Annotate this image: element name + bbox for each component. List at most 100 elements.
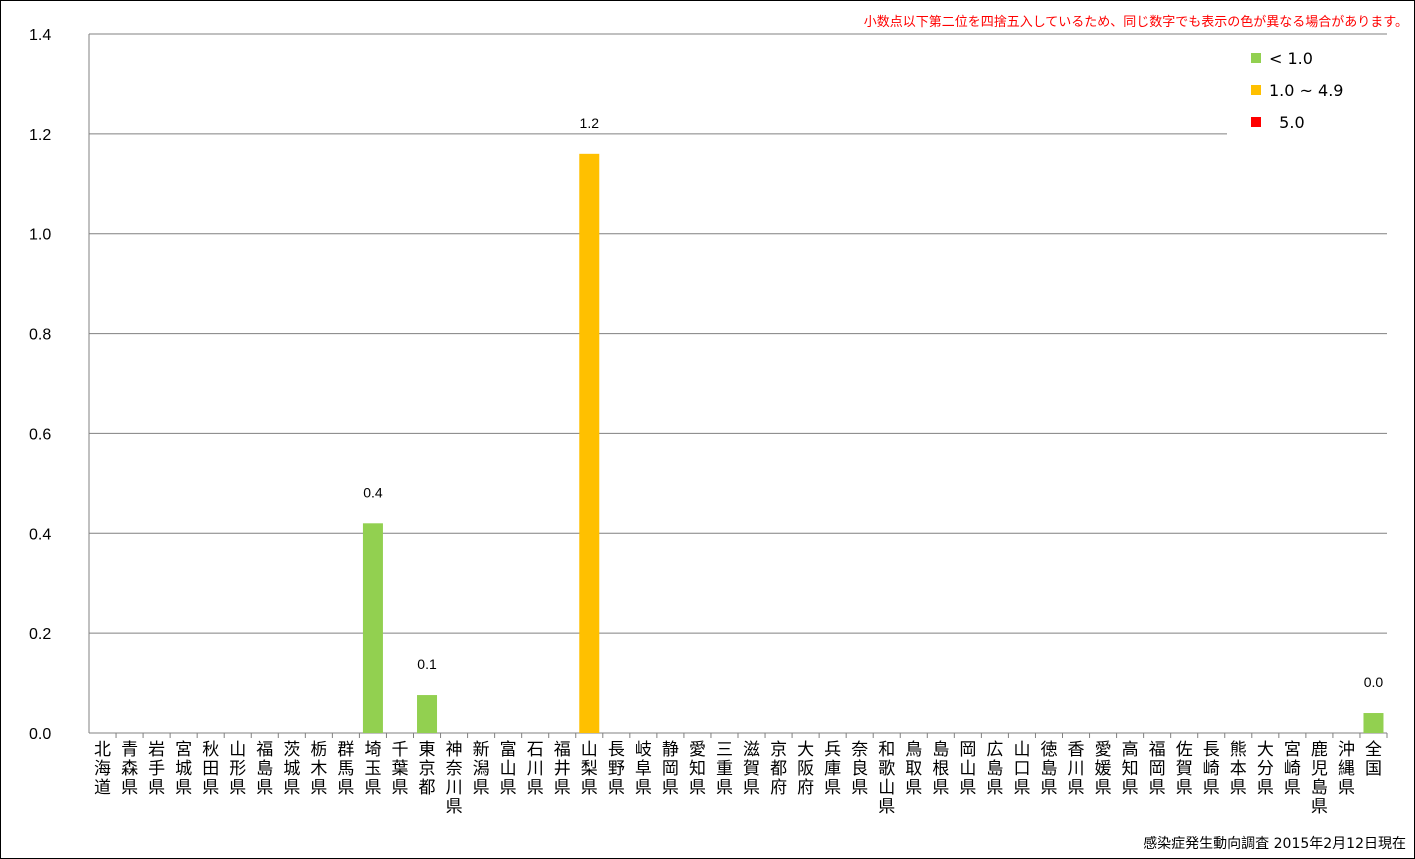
x-tick-label: 島 [932, 740, 949, 760]
x-tick-label: 茨 [283, 740, 300, 760]
x-tick-label: 根 [932, 759, 949, 779]
x-tick-label: 県 [824, 778, 841, 798]
x-tick-label: 田 [202, 759, 219, 779]
x-tick-label: 県 [473, 778, 490, 798]
legend-item-low: < 1.0 [1251, 47, 1313, 69]
legend-label-low: < 1.0 [1269, 48, 1313, 68]
bar [417, 695, 438, 733]
x-tick-label: 県 [743, 778, 760, 798]
legend-item-mid: 1.0 ~ 4.9 [1251, 79, 1343, 101]
x-tick-label: 岐 [635, 740, 652, 760]
x-tick-label: 本 [1230, 759, 1247, 779]
x-tick-label: 岡 [1149, 759, 1166, 779]
x-tick-label: 県 [959, 778, 976, 798]
x-tick-label: 埼 [364, 740, 381, 760]
x-tick-label: 知 [1122, 759, 1139, 779]
x-tick-label: 県 [1176, 778, 1193, 798]
x-tick-label: 県 [337, 778, 354, 798]
x-tick-label: 岩 [148, 740, 165, 760]
x-tick-label: 三 [716, 740, 733, 760]
x-tick-label: 県 [554, 778, 571, 798]
x-tick-label: 石 [527, 740, 544, 760]
y-tick-label: 1.4 [29, 27, 51, 44]
x-tick-label: 県 [500, 778, 517, 798]
x-tick-label: 山 [229, 740, 246, 760]
x-tick-label: 神 [446, 740, 463, 760]
rounding-note: 小数点以下第二位を四捨五入しているため、同じ数字でも表示の色が異なる場合がありま… [863, 15, 1408, 30]
x-tick-label: 手 [148, 759, 165, 779]
x-tick-label: 島 [1040, 759, 1057, 779]
x-tick-label: 府 [797, 778, 814, 798]
x-tick-label: 県 [229, 778, 246, 798]
x-tick-label: 県 [1284, 778, 1301, 798]
x-tick-label: 千 [391, 740, 408, 760]
x-tick-label: 沖 [1338, 740, 1355, 760]
x-tick-label: 山 [878, 778, 895, 798]
x-tick-label: 兵 [824, 740, 841, 760]
x-tick-label: 和 [878, 740, 895, 760]
y-tick-label: 0.8 [29, 327, 51, 344]
x-tick-label: 崎 [1203, 759, 1220, 779]
x-tick-label: 県 [851, 778, 868, 798]
bar [579, 153, 600, 734]
bar [1363, 713, 1384, 733]
x-tick-label: 県 [1013, 778, 1030, 798]
x-tick-label: 県 [1203, 778, 1220, 798]
x-tick-label: 北 [94, 740, 111, 760]
x-tick-label: 全 [1365, 740, 1382, 760]
x-tick-label: 秋 [202, 740, 219, 760]
legend-label-high: 5.0 [1269, 112, 1305, 132]
x-tick-label: 阪 [797, 759, 814, 779]
x-tick-label: 岡 [959, 740, 976, 760]
x-tick-label: 県 [878, 797, 895, 817]
x-tick-label: 静 [662, 740, 679, 760]
x-tick-label: 海 [94, 759, 111, 779]
x-tick-label: 県 [1149, 778, 1166, 798]
y-tick-label: 1.2 [29, 127, 51, 144]
x-tick-label: 奈 [851, 740, 868, 760]
legend: < 1.0 1.0 ~ 4.9 5.0 [1227, 39, 1392, 139]
x-tick-label: 分 [1257, 759, 1274, 779]
x-tick-label: 県 [283, 778, 300, 798]
x-tick-label: 栃 [310, 740, 327, 760]
x-tick-label: 川 [446, 778, 463, 798]
x-tick-label: 県 [391, 778, 408, 798]
legend-item-high: 5.0 [1251, 111, 1305, 133]
x-tick-label: 県 [148, 778, 165, 798]
x-tick-label: 崎 [1284, 759, 1301, 779]
x-tick-label: 県 [689, 778, 706, 798]
x-tick-label: 県 [121, 778, 138, 798]
source-note: 感染症発生動向調査 2015年2月12日現在 [1143, 836, 1406, 852]
x-tick-label: 木 [310, 759, 327, 779]
x-tick-label: 森 [121, 759, 138, 779]
x-tick-label: 井 [554, 759, 571, 779]
x-tick-label: 島 [1311, 778, 1328, 798]
x-tick-label: 県 [1311, 797, 1328, 817]
x-tick-label: 県 [716, 778, 733, 798]
x-tick-label: 香 [1068, 740, 1085, 760]
x-tick-label: 福 [554, 740, 571, 760]
x-tick-label: 徳 [1040, 740, 1057, 760]
y-tick-label: 0.6 [29, 426, 51, 443]
x-tick-label: 県 [1230, 778, 1247, 798]
x-tick-label: 馬 [337, 759, 354, 779]
x-tick-label: 潟 [473, 759, 490, 779]
x-tick-label: 高 [1122, 740, 1139, 760]
x-tick-label: 葉 [391, 759, 408, 779]
x-tick-label: 川 [527, 759, 544, 779]
x-tick-label: 鳥 [905, 740, 922, 760]
x-tick-label: 県 [175, 778, 192, 798]
x-tick-label: 山 [581, 740, 598, 760]
x-tick-label: 県 [635, 778, 652, 798]
x-tick-label: 県 [256, 778, 273, 798]
data-label: 0.0 [1364, 674, 1384, 690]
x-tick-label: 山 [500, 759, 517, 779]
x-tick-label: 佐 [1176, 740, 1193, 760]
x-tick-label: 山 [1013, 740, 1030, 760]
x-tick-label: 広 [986, 740, 1003, 760]
y-tick-label: 1.0 [29, 227, 51, 244]
x-tick-label: 縄 [1338, 759, 1355, 779]
x-tick-label: 島 [256, 759, 273, 779]
x-tick-label: 城 [283, 759, 300, 779]
x-tick-label: 知 [689, 759, 706, 779]
